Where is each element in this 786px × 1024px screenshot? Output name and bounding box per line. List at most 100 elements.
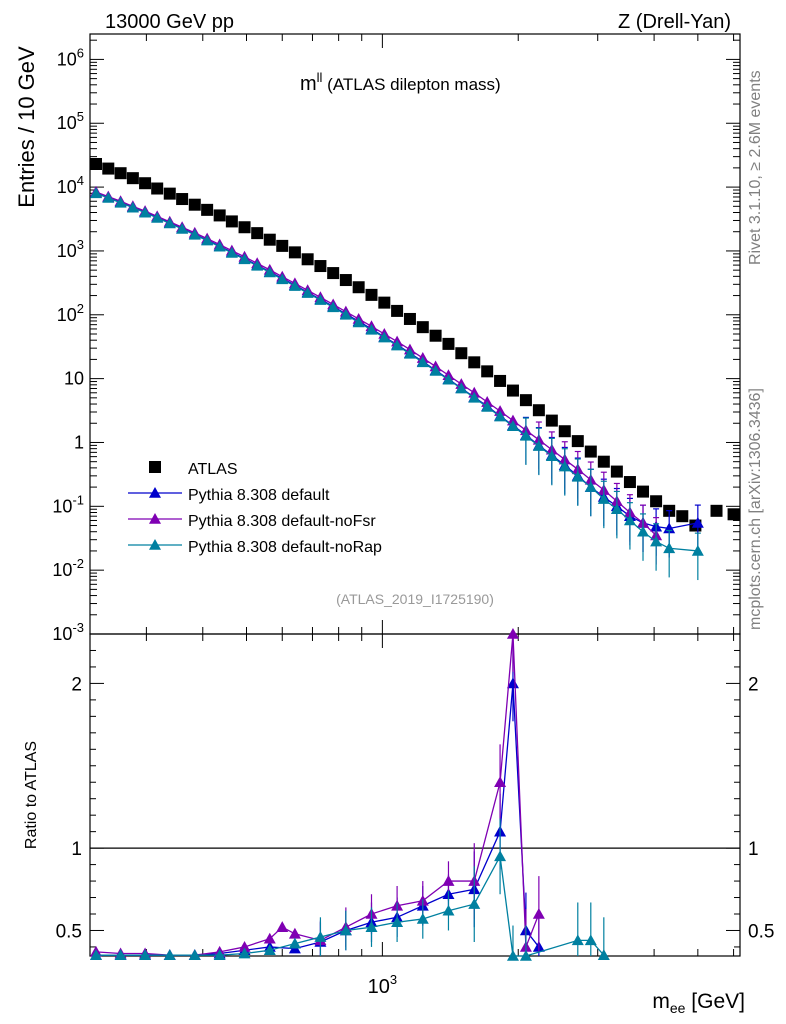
ratio-point (163, 949, 176, 960)
data-point (102, 191, 115, 203)
data-point (251, 227, 264, 240)
data-point (571, 435, 584, 448)
ratio-series-group (90, 628, 610, 961)
y-tick-label: 10-2 (52, 556, 84, 580)
data-point (727, 508, 740, 521)
y-tick-label: 10 (64, 369, 84, 389)
data-point (391, 339, 404, 351)
data-point (429, 364, 442, 376)
ratio-axes: 0.5 0.5 1 1 2 2 103 (56, 634, 774, 998)
ratio-series-default (90, 645, 545, 960)
legend-label: Pythia 8.308 default-noFsr (188, 513, 376, 530)
ratio-y-tick-label: 2 (71, 674, 82, 695)
data-point (494, 405, 507, 416)
analysis-tag: (ATLAS_2019_I1725190) (336, 591, 494, 607)
data-point (558, 460, 571, 472)
data-point (519, 394, 532, 407)
data-point (114, 196, 127, 208)
data-point (225, 246, 238, 258)
data-point (584, 481, 597, 492)
data-point (532, 404, 545, 417)
ratio-line (96, 854, 605, 957)
y-tick-label: 1 (74, 432, 84, 452)
data-point (468, 391, 481, 403)
data-point (114, 167, 127, 180)
x-tick-label: 103 (368, 972, 397, 998)
mcplots-label: mcplots.cern.ch [arXiv:1306.3436] (747, 388, 764, 630)
data-point (90, 157, 103, 170)
data-point (623, 476, 636, 489)
data-point (391, 304, 404, 317)
y-tick-label: 103 (57, 237, 84, 261)
ratio-point (213, 949, 226, 960)
ratio-point (494, 776, 507, 788)
ratio-point (90, 949, 103, 960)
y-tick-label: 10-3 (52, 620, 84, 644)
data-point (650, 535, 663, 547)
data-point (378, 296, 391, 309)
data-point (597, 455, 610, 468)
ratio-point (339, 924, 352, 936)
ratio-point (442, 875, 455, 886)
data-point (584, 445, 597, 458)
series-line (95, 192, 698, 552)
ratio-point (391, 916, 404, 928)
header-left: 13000 GeV pp (105, 11, 234, 33)
data-point (455, 382, 468, 394)
data-point (506, 414, 519, 426)
series-noRap (90, 187, 704, 581)
data-point (403, 312, 416, 325)
data-point (276, 239, 289, 252)
legend-marker (149, 513, 161, 524)
data-point (442, 373, 455, 385)
legend-marker-atlas (149, 461, 161, 473)
ratio-point (238, 940, 251, 952)
data-point (429, 329, 442, 342)
main-ylabel: Entries / 10 GeV (14, 46, 39, 208)
main-series-group (90, 157, 740, 581)
data-point (126, 201, 139, 213)
ratio-line (96, 683, 540, 956)
data-point (365, 288, 378, 301)
ratio-point (571, 934, 584, 946)
legend: ATLAS Pythia 8.308 default Pythia 8.308 de… (128, 461, 382, 556)
data-point (691, 516, 704, 528)
ratio-point (276, 921, 289, 932)
data-point (506, 420, 519, 431)
ratio-point (365, 921, 378, 932)
ratio-y-tick-label-right: 2 (748, 674, 759, 695)
data-point (301, 253, 314, 266)
data-point (263, 233, 276, 246)
ratio-point (238, 947, 251, 959)
data-point (455, 347, 468, 360)
header-right: Z (Drell-Yan) (618, 11, 731, 33)
y-tick-label: 10-1 (52, 492, 84, 516)
data-point (176, 222, 189, 234)
ratio-point (519, 950, 532, 961)
legend-label: Pythia 8.308 default-noRap (188, 539, 382, 556)
x-axis-label: mee [GeV] (652, 990, 745, 1016)
rivet-label: Rivet 3.1.10, ≥ 2.6M events (747, 70, 764, 265)
ratio-y-tick-label: 1 (71, 839, 82, 860)
data-point (276, 273, 289, 285)
data-point (238, 221, 251, 234)
ratio-point (288, 937, 301, 949)
data-point (139, 177, 152, 190)
ratio-point (468, 898, 481, 909)
ratio-series-noRap (90, 818, 610, 961)
data-point (126, 172, 139, 185)
data-point (610, 465, 623, 478)
data-point (352, 316, 365, 328)
ratio-point (442, 904, 455, 916)
data-point (481, 400, 494, 412)
data-point (339, 308, 352, 320)
data-point (403, 347, 416, 359)
legend-marker (149, 487, 161, 498)
ratio-y-tick-label-right: 0.5 (748, 921, 774, 942)
data-point (225, 215, 238, 228)
data-point (288, 246, 301, 259)
data-point (176, 193, 189, 206)
data-point (188, 228, 201, 240)
data-point (481, 365, 494, 378)
data-point (597, 493, 610, 504)
